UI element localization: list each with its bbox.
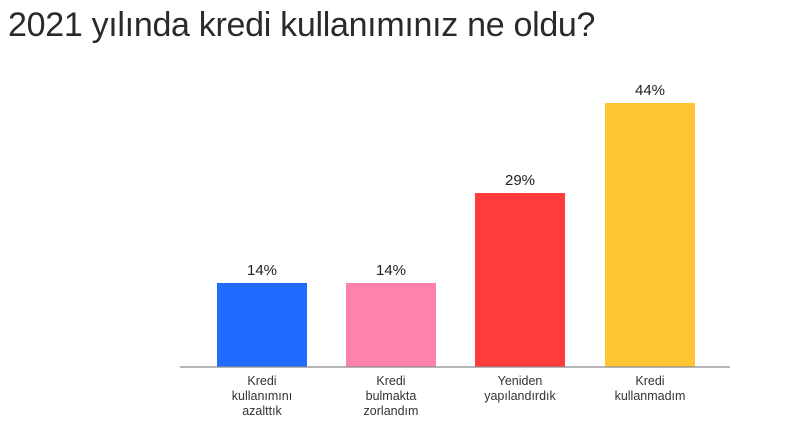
category-label-1: Kredi kullanımını azalttık <box>232 374 292 418</box>
bar-3 <box>475 193 565 367</box>
bar-2 <box>346 283 436 367</box>
category-labels-layer: 14% Kredi kullanımını azalttık 14% Kredi bulma… <box>232 82 686 418</box>
category-label-2: Kredi bulmakta zorlandım <box>364 374 419 418</box>
category-label-4: Kredi kullanmadım <box>615 374 686 403</box>
bar-4 <box>605 103 695 367</box>
data-label-1: 14% <box>247 262 277 279</box>
data-label-4: 44% <box>635 82 665 99</box>
category-label-3: Yeniden yapılandırdık <box>484 374 556 403</box>
page-title: 2021 yılında kredi kullanımınız ne oldu? <box>8 6 596 44</box>
data-label-3: 29% <box>505 172 535 189</box>
data-label-2: 14% <box>376 262 406 279</box>
bar-1 <box>217 283 307 367</box>
bars-layer <box>217 103 695 367</box>
